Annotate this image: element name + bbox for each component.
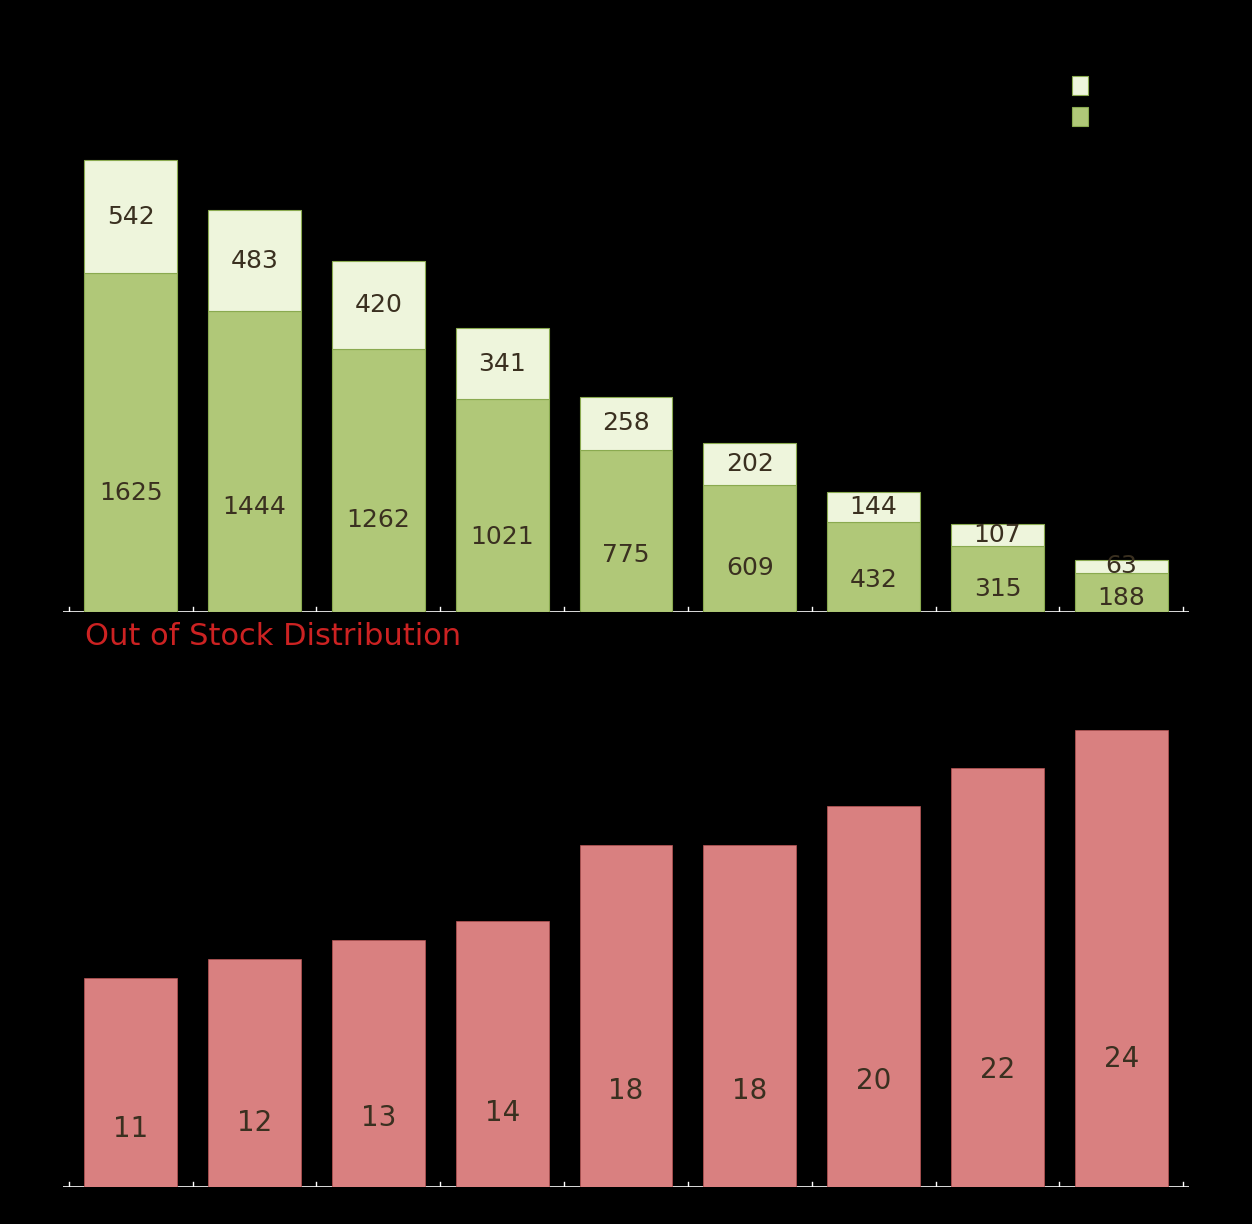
Text: 483: 483 (230, 248, 278, 273)
Bar (828, 492, 920, 521)
Text: 542: 542 (106, 204, 154, 229)
Bar (208, 311, 300, 612)
Bar (456, 399, 548, 612)
Bar (456, 920, 548, 1187)
Text: 1262: 1262 (347, 508, 411, 532)
Bar (332, 349, 424, 612)
Text: 315: 315 (974, 577, 1022, 601)
Text: 144: 144 (850, 494, 898, 519)
Text: 18: 18 (608, 1077, 644, 1105)
Bar (1075, 731, 1168, 1187)
Bar (208, 211, 300, 311)
Bar (704, 443, 796, 485)
Text: 24: 24 (1104, 1045, 1139, 1073)
Bar (1075, 559, 1168, 573)
Bar (952, 524, 1044, 546)
Text: 20: 20 (856, 1066, 891, 1094)
Bar (208, 958, 300, 1187)
Text: 22: 22 (980, 1056, 1015, 1084)
Text: 1021: 1021 (471, 525, 535, 550)
Text: 1444: 1444 (223, 494, 287, 519)
Bar (84, 978, 177, 1187)
Text: 609: 609 (726, 556, 774, 579)
Bar (332, 261, 424, 349)
Text: 341: 341 (478, 351, 526, 376)
Text: 11: 11 (113, 1115, 148, 1143)
Bar (1072, 76, 1088, 94)
Text: 12: 12 (237, 1109, 272, 1137)
Bar (704, 845, 796, 1187)
Bar (828, 807, 920, 1187)
Text: 775: 775 (602, 543, 650, 568)
Bar (580, 845, 672, 1187)
Bar (952, 769, 1044, 1187)
Text: 420: 420 (354, 293, 402, 317)
Text: 432: 432 (850, 568, 898, 592)
Bar (1072, 108, 1088, 126)
Text: 202: 202 (726, 452, 774, 476)
Bar (580, 397, 672, 450)
Bar (952, 546, 1044, 612)
Bar (332, 940, 424, 1187)
Text: 107: 107 (974, 523, 1022, 547)
Text: 14: 14 (485, 1099, 520, 1126)
Bar (456, 328, 548, 399)
Text: 258: 258 (602, 411, 650, 436)
Bar (828, 521, 920, 612)
Text: 188: 188 (1097, 586, 1146, 611)
Text: 63: 63 (1106, 554, 1137, 578)
Text: 1625: 1625 (99, 481, 163, 506)
Bar (84, 273, 177, 612)
Bar (84, 160, 177, 273)
Bar (580, 450, 672, 612)
Bar (1075, 573, 1168, 612)
Text: 18: 18 (732, 1077, 767, 1105)
Bar (704, 485, 796, 612)
Text: 13: 13 (361, 1104, 396, 1132)
Text: Out of Stock Distribution: Out of Stock Distribution (85, 622, 461, 651)
